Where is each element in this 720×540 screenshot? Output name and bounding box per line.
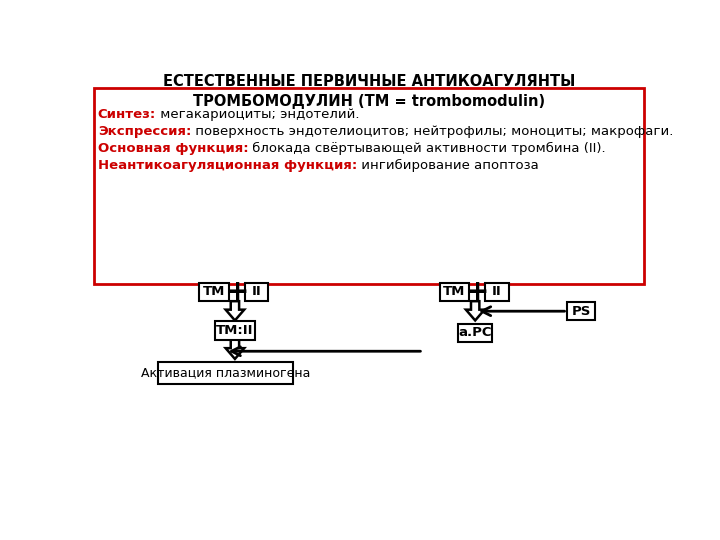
Text: ТМ: ТМ — [203, 286, 225, 299]
Text: Основная функция:: Основная функция: — [98, 142, 248, 155]
Text: +: + — [225, 278, 249, 306]
Text: PS: PS — [572, 305, 591, 318]
Text: TM:II: TM:II — [216, 324, 253, 337]
Text: II: II — [252, 286, 261, 299]
Polygon shape — [225, 301, 244, 320]
Text: +: + — [466, 278, 489, 306]
Text: ингибирование апоптоза: ингибирование апоптоза — [357, 159, 539, 172]
Bar — [215, 321, 255, 340]
Text: Синтез:: Синтез: — [98, 108, 156, 121]
Bar — [245, 283, 269, 301]
Text: Экспрессия:: Экспрессия: — [98, 125, 191, 138]
Text: Неантикоагуляционная функция:: Неантикоагуляционная функция: — [98, 159, 357, 172]
Text: поверхность эндотелиоцитов; нейтрофилы; моноциты; макрофаги.: поверхность эндотелиоцитов; нейтрофилы; … — [191, 125, 673, 138]
Bar — [485, 283, 508, 301]
Text: мегакариоциты; эндотелий.: мегакариоциты; эндотелий. — [156, 108, 359, 121]
Bar — [94, 88, 644, 284]
Text: Активация плазминогена: Активация плазминогена — [141, 366, 310, 379]
Bar — [199, 283, 229, 301]
Text: a.PC: a.PC — [459, 326, 492, 339]
Bar — [567, 302, 595, 320]
Polygon shape — [225, 340, 244, 359]
Bar — [458, 323, 492, 342]
Text: ЕСТЕСТВЕННЫЕ ПЕРВИЧНЫЕ АНТИКОАГУЛЯНТЫ: ЕСТЕСТВЕННЫЕ ПЕРВИЧНЫЕ АНТИКОАГУЛЯНТЫ — [163, 74, 575, 89]
Bar — [439, 283, 469, 301]
Bar — [158, 362, 294, 383]
Text: II: II — [492, 286, 502, 299]
Text: ТРОМБОМОДУЛИН (ТМ = trombomodulin): ТРОМБОМОДУЛИН (ТМ = trombomodulin) — [193, 94, 545, 109]
Text: ТМ: ТМ — [443, 286, 465, 299]
Polygon shape — [466, 301, 485, 320]
Text: блокада свёртывающей активности тромбина (II).: блокада свёртывающей активности тромбина… — [248, 142, 606, 155]
